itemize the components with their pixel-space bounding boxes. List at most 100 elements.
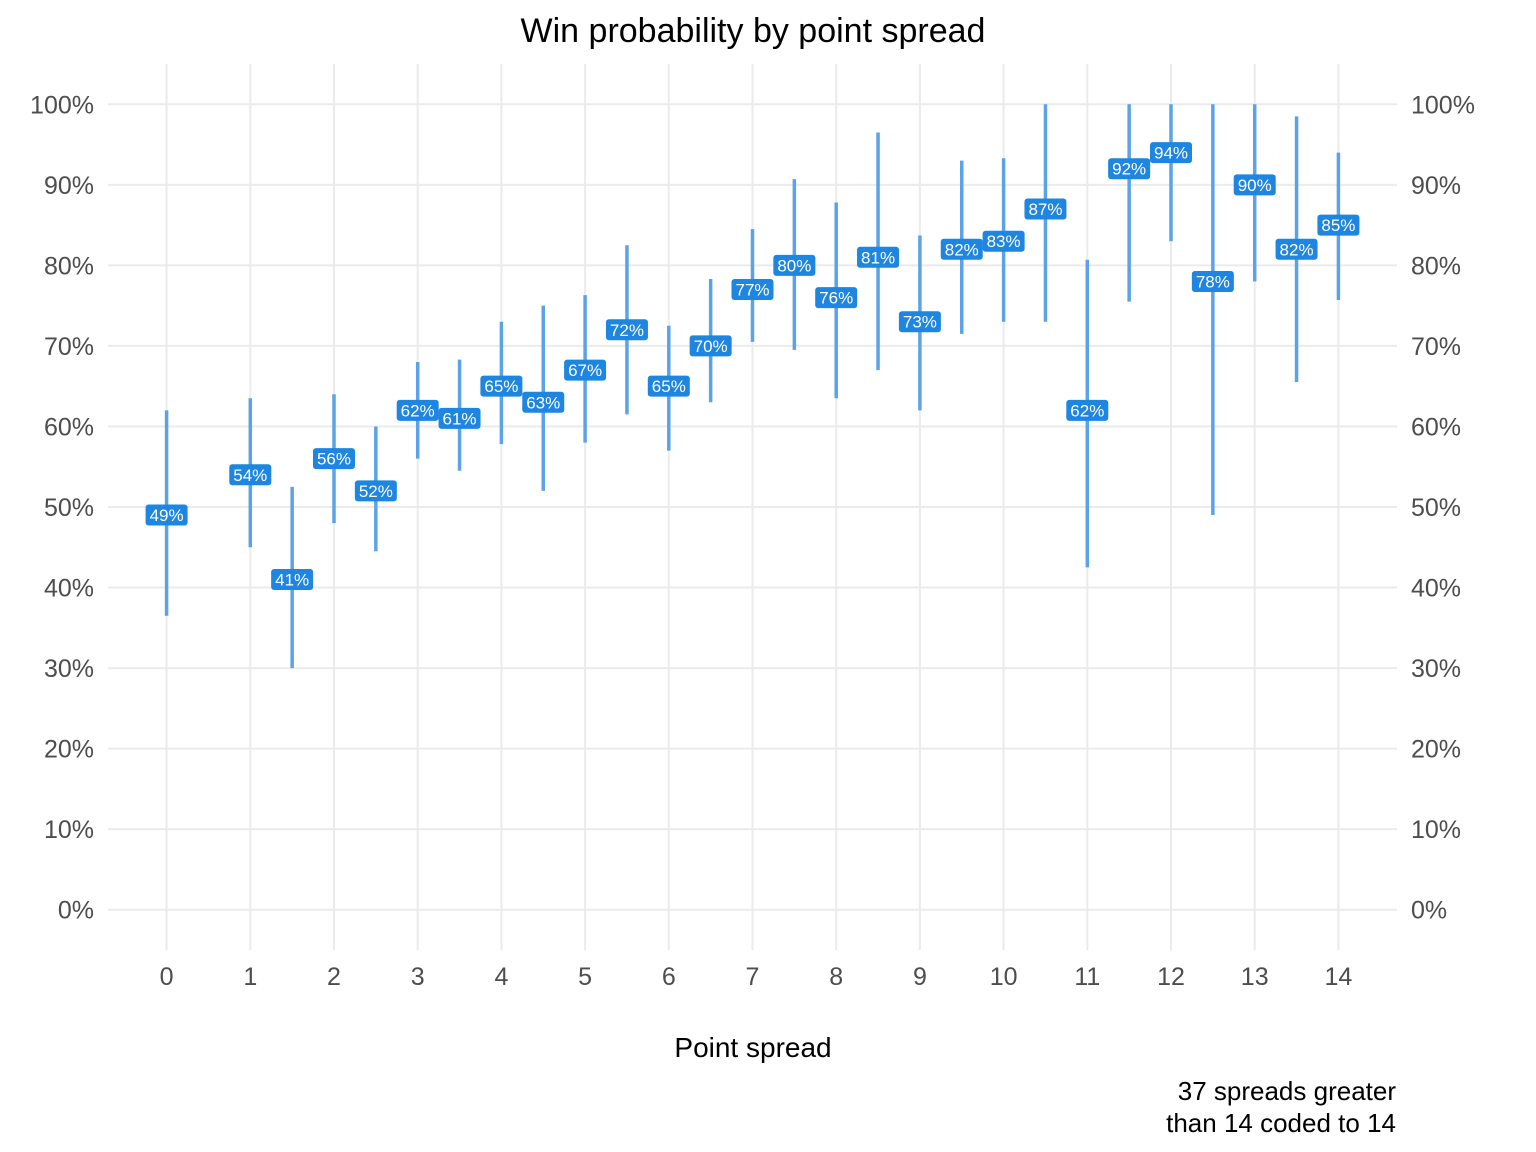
y-tick-label-right: 90% [1411, 172, 1461, 200]
y-tick-label-left: 0% [58, 897, 94, 925]
y-tick-label-right: 0% [1411, 897, 1447, 925]
value-label-box [605, 319, 648, 341]
value-label-box [522, 391, 565, 413]
value-label: 65% [647, 375, 690, 397]
value-label-box [1150, 142, 1193, 164]
value-label: 81% [857, 246, 900, 268]
value-label-box [773, 254, 816, 276]
x-axis-title: Point spread [674, 1032, 831, 1063]
y-tick-label-right: 20% [1411, 736, 1461, 764]
value-label-box [857, 246, 900, 268]
value-label-box [898, 311, 941, 333]
x-tick-label: 11 [1074, 963, 1100, 991]
y-tick-label-left: 100% [30, 91, 94, 119]
value-label: 78% [1191, 270, 1234, 292]
y-tick-label-left: 70% [44, 333, 94, 361]
x-tick-label: 0 [160, 963, 174, 991]
x-tick-label: 1 [243, 963, 257, 991]
value-label: 54% [229, 464, 272, 486]
value-label-text: 41% [275, 570, 309, 589]
value-label-text: 81% [861, 248, 895, 267]
value-label-text: 72% [610, 321, 644, 340]
x-tick-label: 3 [411, 963, 425, 991]
value-label: 65% [480, 375, 523, 397]
x-tick-label: 2 [327, 963, 341, 991]
value-label-text: 56% [317, 450, 351, 469]
y-tick-label-left: 40% [44, 575, 94, 603]
value-label-text: 78% [1196, 272, 1230, 291]
value-label-box [1024, 198, 1067, 220]
y-tick-label-left: 10% [44, 816, 94, 844]
value-label-box [1233, 174, 1276, 196]
value-label-box [312, 448, 355, 470]
value-label-text: 92% [1112, 160, 1146, 179]
value-label-text: 94% [1154, 144, 1188, 163]
value-label: 94% [1150, 142, 1193, 164]
y-tick-label-left: 30% [44, 655, 94, 683]
value-label-text: 82% [945, 240, 979, 259]
value-label-box [480, 375, 523, 397]
value-label: 87% [1024, 198, 1067, 220]
value-label-text: 63% [526, 393, 560, 412]
value-label-box [731, 279, 774, 301]
value-label-text: 49% [150, 506, 184, 525]
y-tick-label-right: 10% [1411, 816, 1461, 844]
x-tick-label: 7 [746, 963, 760, 991]
value-label: 82% [1275, 238, 1318, 260]
value-label: 61% [438, 407, 481, 429]
y-tick-label-right: 70% [1411, 333, 1461, 361]
caption-line-1: 37 spreads greater [1178, 1076, 1397, 1106]
value-label-text: 76% [819, 289, 853, 308]
y-tick-label-left: 60% [44, 413, 94, 441]
chart-title: Win probability by point spread [521, 12, 986, 50]
value-label-box [145, 504, 188, 526]
value-label: 56% [312, 448, 355, 470]
value-label: 80% [773, 254, 816, 276]
y-tick-label-right: 50% [1411, 494, 1461, 522]
x-tick-label: 12 [1157, 963, 1185, 991]
value-label-box [1066, 399, 1109, 421]
value-label-text: 62% [1070, 401, 1104, 420]
y-tick-label-right: 60% [1411, 413, 1461, 441]
x-tick-label: 13 [1241, 963, 1269, 991]
value-label: 52% [354, 480, 397, 502]
x-tick-label: 6 [662, 963, 676, 991]
value-label-text: 90% [1238, 176, 1272, 195]
value-label-box [438, 407, 481, 429]
value-label-text: 83% [987, 232, 1021, 251]
grid [108, 64, 1397, 950]
value-label-text: 70% [694, 337, 728, 356]
value-label-text: 67% [568, 361, 602, 380]
value-label-text: 61% [443, 409, 477, 428]
y-tick-label-right: 100% [1411, 91, 1475, 119]
value-label-box [271, 568, 314, 590]
x-tick-label: 8 [829, 963, 843, 991]
value-label-box [354, 480, 397, 502]
value-label-box [396, 399, 439, 421]
value-label-text: 82% [1280, 240, 1314, 259]
value-label-box [1317, 214, 1360, 236]
x-tick-label: 14 [1325, 963, 1353, 991]
value-label: 85% [1317, 214, 1360, 236]
value-label-text: 87% [1028, 200, 1062, 219]
value-label-text: 65% [484, 377, 518, 396]
value-label: 92% [1108, 158, 1151, 180]
value-label: 67% [564, 359, 607, 381]
value-label: 62% [1066, 399, 1109, 421]
value-label: 62% [396, 399, 439, 421]
value-label-text: 80% [777, 256, 811, 275]
y-axis-right: 0% 10% 20% 30% 40% 50% 60% 70% 80% 90% 100% [1411, 91, 1475, 924]
value-labels: 49% 54% 41% 56% 52% 62% 61% 65% 63% 67% 72% 65% 70% 7… [145, 142, 1360, 590]
value-label-box [1191, 270, 1234, 292]
value-label: 76% [815, 287, 858, 309]
value-label-box [982, 230, 1025, 252]
value-label-box [689, 335, 732, 357]
x-tick-label: 4 [494, 963, 508, 991]
value-label: 70% [689, 335, 732, 357]
value-label-text: 73% [903, 313, 937, 332]
value-label-box [564, 359, 607, 381]
value-label-box [1275, 238, 1318, 260]
y-tick-label-left: 50% [44, 494, 94, 522]
value-label: 83% [982, 230, 1025, 252]
